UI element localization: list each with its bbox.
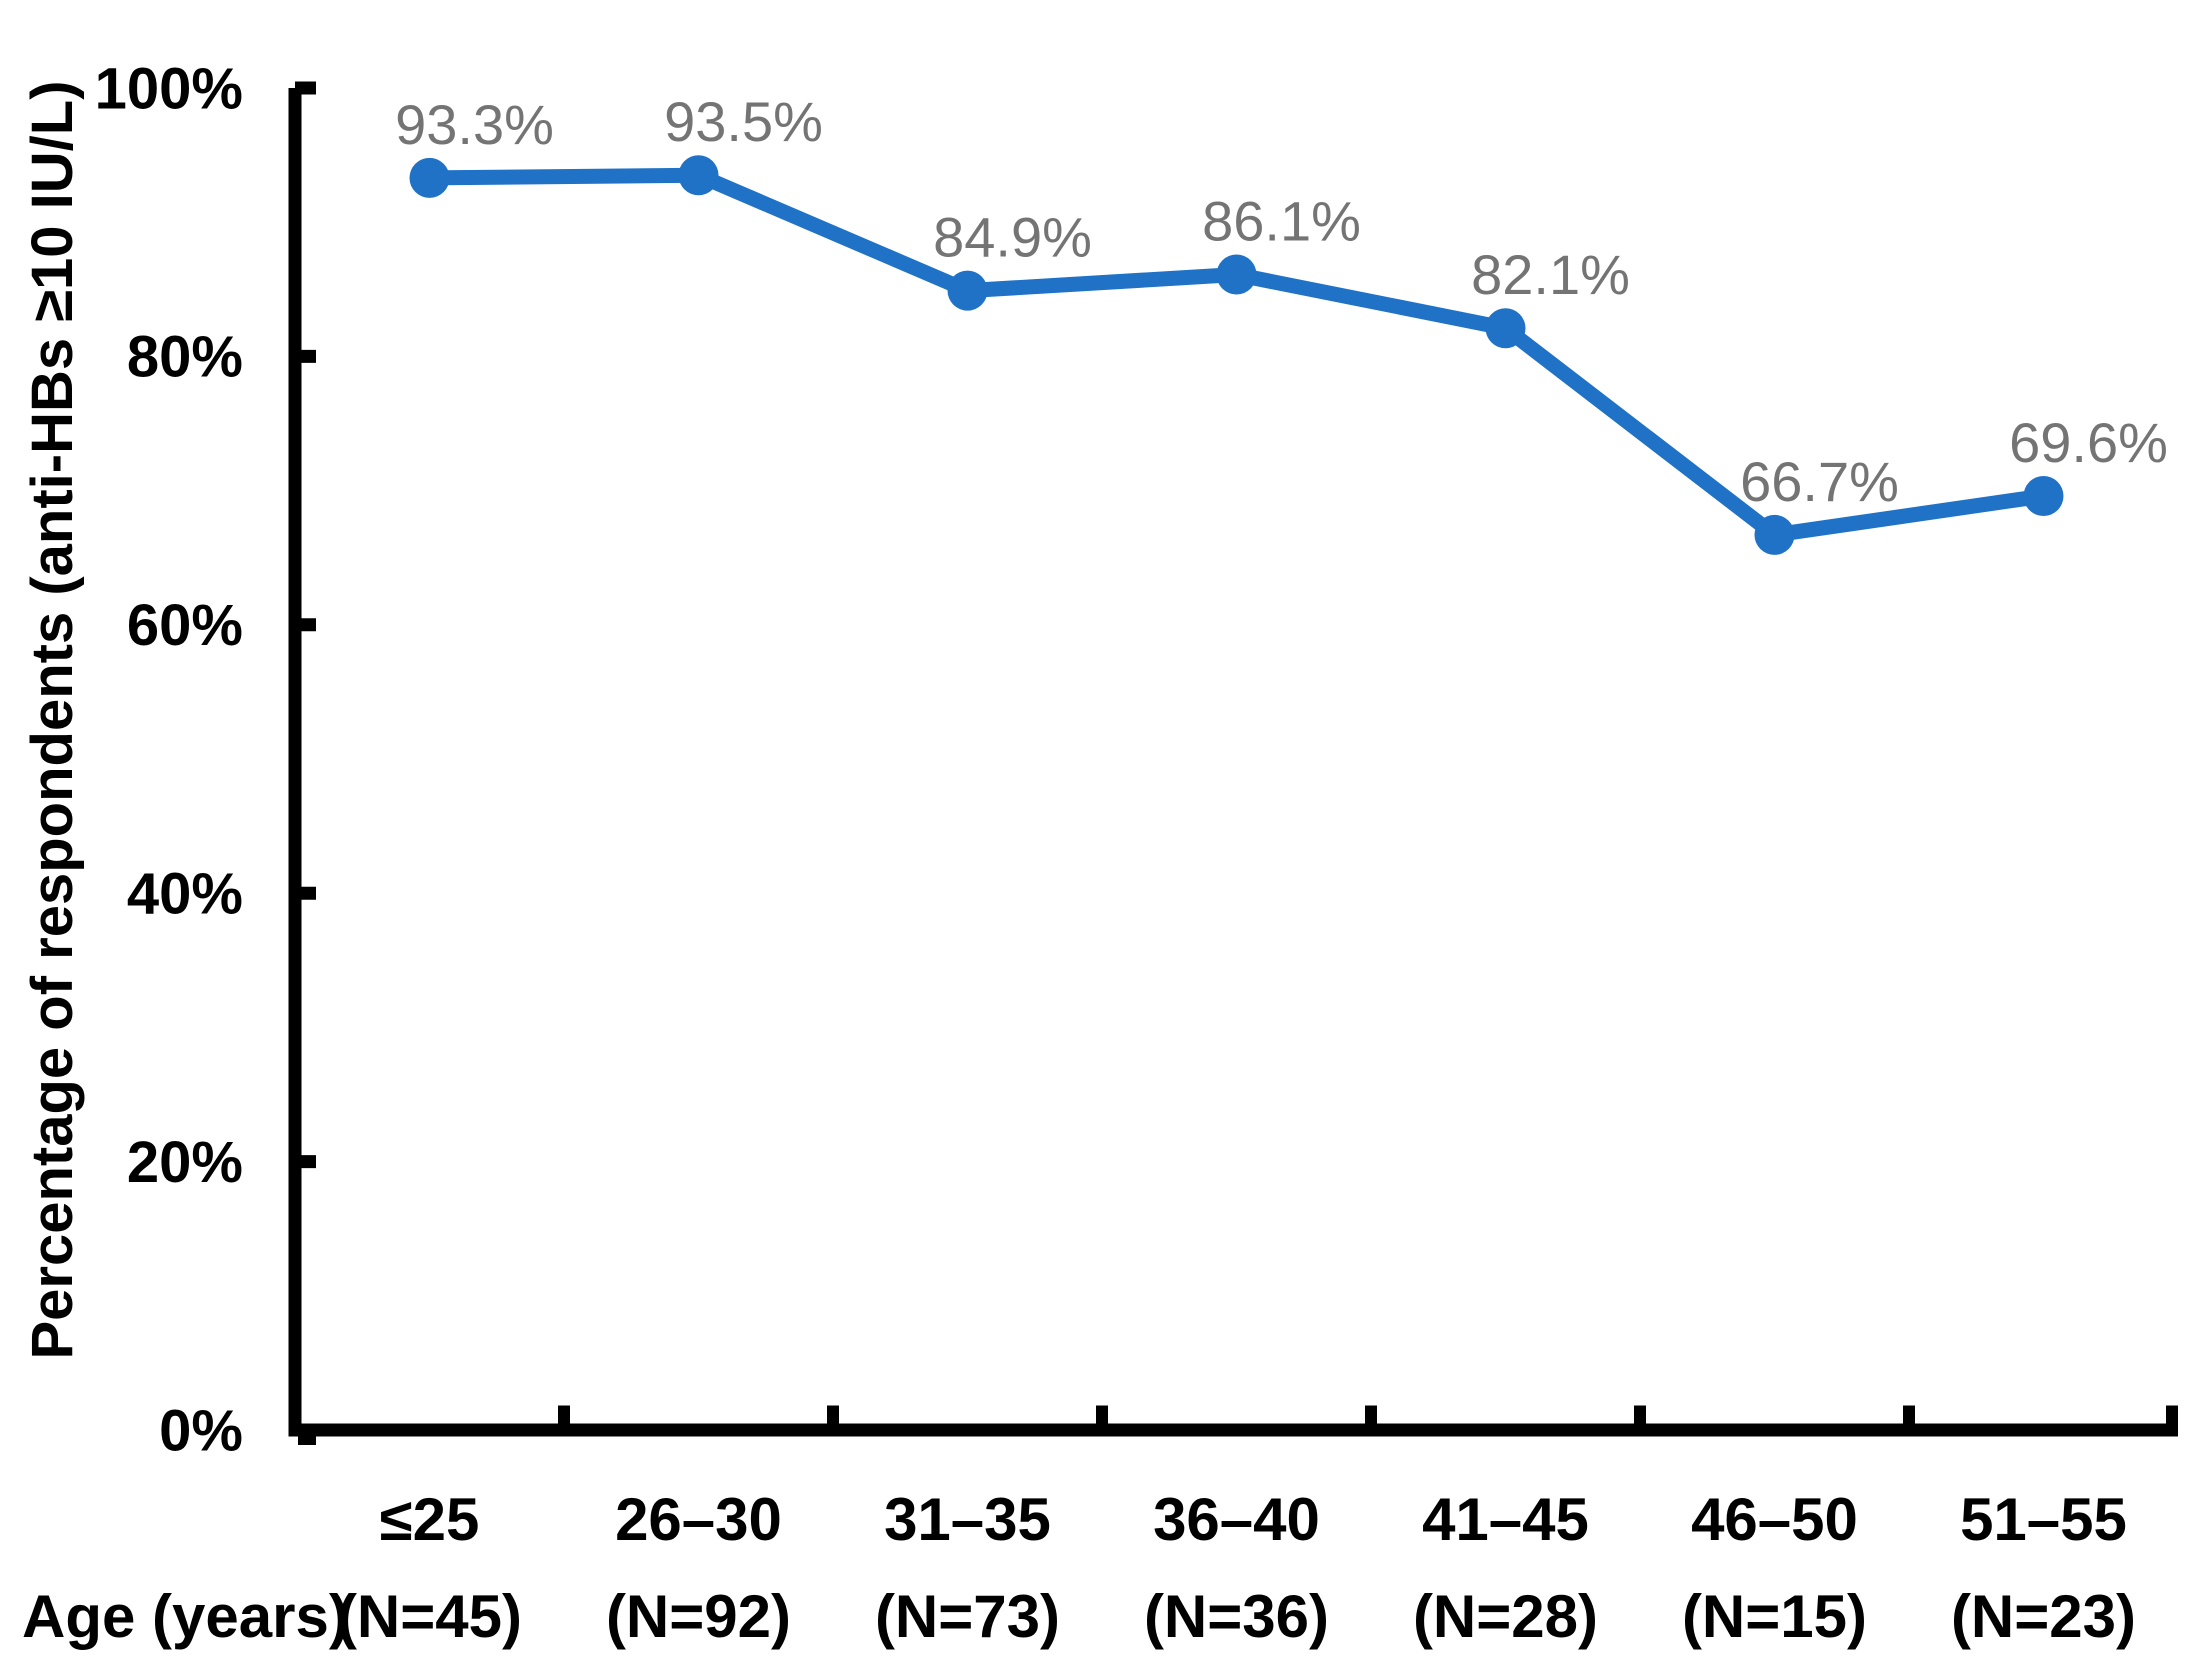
data-point-marker (2023, 475, 2064, 516)
x-category-sublabel: (N=36) (1144, 1583, 1329, 1650)
y-tick-label: 40% (127, 862, 243, 927)
y-tick-label: 100% (95, 56, 243, 121)
data-point-marker (678, 155, 719, 196)
y-tick-label: 0% (159, 1398, 243, 1463)
y-tick-label: 80% (127, 325, 243, 390)
y-axis-title: Percentage of respondents (anti-HBs ≥10 … (20, 80, 85, 1359)
data-point-label: 69.6% (2009, 411, 2168, 474)
x-category-sublabel: (N=23) (1951, 1583, 2136, 1650)
x-category-label: 41–45 (1422, 1486, 1589, 1553)
data-point-label: 84.9% (933, 206, 1092, 269)
x-category-label: 31–35 (884, 1486, 1051, 1553)
x-category-label: 46–50 (1691, 1486, 1858, 1553)
data-point-marker (409, 157, 450, 198)
x-category-label: ≤25 (380, 1486, 480, 1553)
data-point-label: 86.1% (1202, 190, 1361, 253)
data-point-label: 93.3% (395, 93, 554, 156)
y-tick-label: 60% (127, 593, 243, 658)
data-point-marker (1754, 514, 1795, 555)
x-category-sublabel: (N=15) (1682, 1583, 1867, 1650)
chart-marks: 0% 20% 40% 60% 80% 100% ≤25 (N=45) 26–30 (N=92) 31… (95, 56, 2178, 1650)
data-point-marker (947, 270, 988, 311)
x-category-sublabel: (N=92) (606, 1583, 791, 1650)
x-category-label: 36–40 (1153, 1486, 1320, 1553)
x-category-sublabel: (N=45) (337, 1583, 522, 1650)
data-point-label: 66.7% (1740, 450, 1899, 513)
x-category-sublabel: (N=28) (1413, 1583, 1598, 1650)
y-tick-label: 20% (127, 1130, 243, 1195)
data-point-marker (1216, 254, 1257, 295)
x-category-label: 51–55 (1960, 1486, 2127, 1553)
x-category-sublabel: (N=73) (875, 1583, 1060, 1650)
data-point-label: 93.5% (664, 90, 823, 153)
x-category-label: 26–30 (615, 1486, 782, 1553)
x-axis-title: Age (years) (22, 1583, 349, 1650)
data-point-marker (1485, 308, 1526, 349)
data-point-label: 82.1% (1471, 243, 1630, 306)
